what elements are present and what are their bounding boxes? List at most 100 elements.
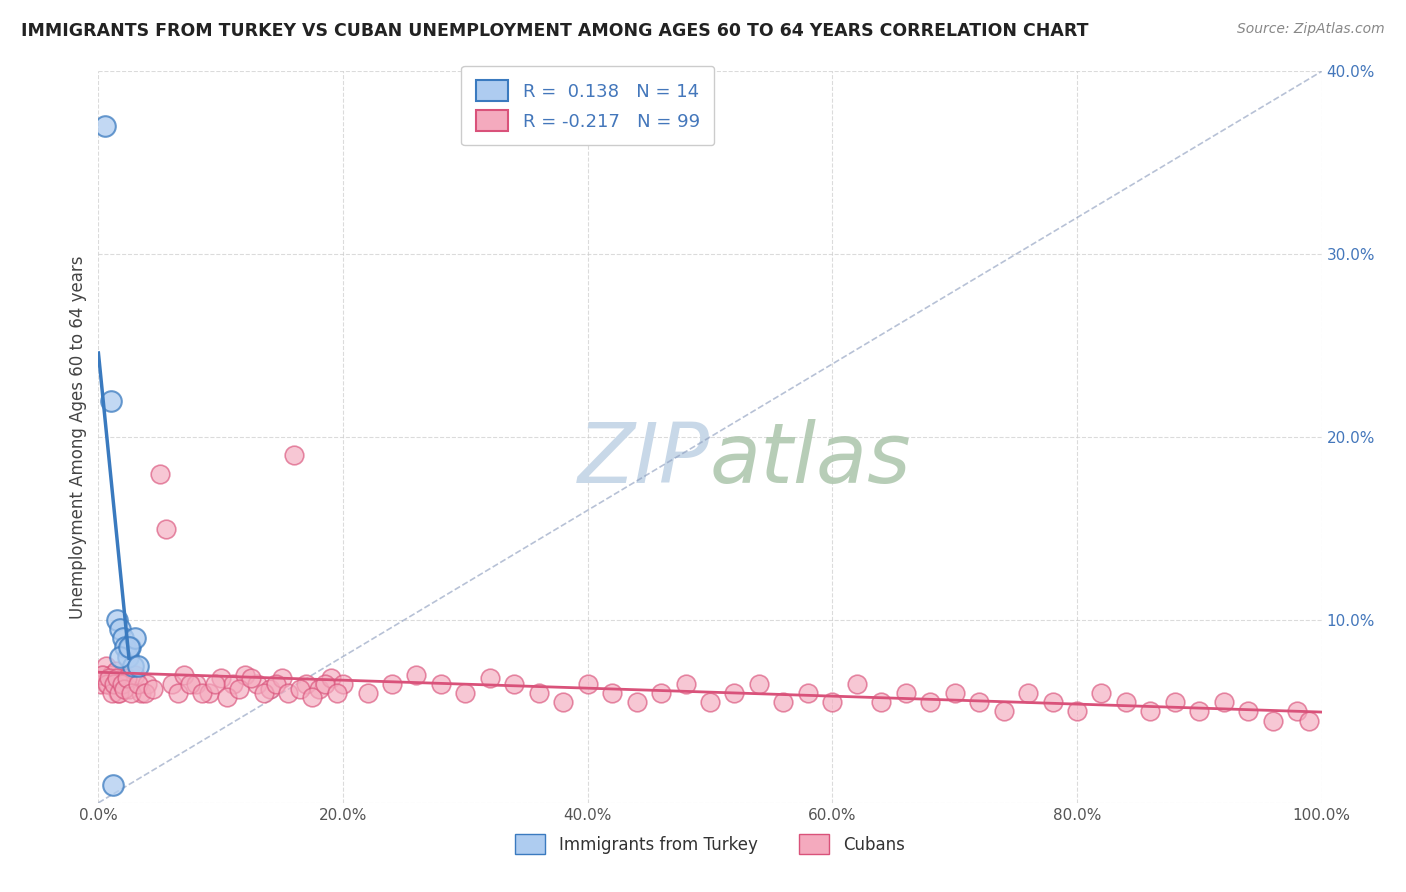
Point [136, 677, 159, 691]
Point [173, 667, 195, 681]
Point [1188, 705, 1211, 719]
Point [270, 672, 294, 686]
Point [149, 467, 172, 481]
Point [1286, 705, 1309, 719]
Point [134, 686, 156, 700]
Point [129, 686, 152, 700]
Point [120, 686, 142, 700]
Point [118, 682, 141, 697]
Point [699, 695, 721, 709]
Point [478, 672, 501, 686]
Point [110, 677, 132, 691]
Point [100, 667, 122, 681]
Point [1164, 695, 1187, 709]
Point [1115, 695, 1137, 709]
Point [356, 686, 378, 700]
Point [197, 686, 219, 700]
Point [101, 672, 124, 686]
Point [626, 695, 648, 709]
Point [503, 677, 526, 691]
Point [308, 682, 330, 697]
Point [120, 640, 142, 655]
Point [993, 705, 1015, 719]
Point [454, 686, 477, 700]
Point [124, 632, 146, 646]
Point [845, 677, 868, 691]
Point [91, 667, 114, 681]
Point [124, 667, 146, 681]
Point [90, 677, 112, 691]
Legend: Immigrants from Turkey, Cubans: Immigrants from Turkey, Cubans [509, 828, 911, 860]
Point [107, 686, 129, 700]
Point [430, 677, 453, 691]
Point [870, 695, 893, 709]
Point [101, 778, 124, 792]
Point [105, 672, 128, 686]
Point [772, 695, 794, 709]
Point [222, 677, 245, 691]
Point [675, 677, 697, 691]
Point [1066, 705, 1088, 719]
Point [314, 677, 336, 691]
Point [332, 677, 354, 691]
Text: Source: ZipAtlas.com: Source: ZipAtlas.com [1237, 22, 1385, 37]
Point [576, 677, 599, 691]
Point [215, 690, 238, 704]
Point [1042, 695, 1064, 709]
Point [91, 667, 114, 681]
Point [111, 632, 134, 646]
Point [103, 677, 125, 691]
Point [204, 677, 226, 691]
Point [821, 695, 844, 709]
Point [121, 658, 143, 673]
Point [142, 682, 165, 697]
Point [553, 695, 575, 709]
Point [155, 521, 177, 535]
Point [97, 677, 120, 691]
Point [127, 677, 149, 691]
Point [527, 686, 550, 700]
Point [264, 677, 287, 691]
Point [111, 672, 134, 686]
Point [748, 677, 770, 691]
Y-axis label: Unemployment Among Ages 60 to 64 years: Unemployment Among Ages 60 to 64 years [69, 255, 87, 619]
Point [920, 695, 942, 709]
Point [160, 677, 183, 691]
Point [100, 393, 122, 408]
Point [295, 677, 318, 691]
Point [319, 672, 342, 686]
Text: atlas: atlas [710, 418, 911, 500]
Point [1212, 695, 1234, 709]
Point [723, 686, 745, 700]
Point [117, 649, 139, 664]
Point [943, 686, 966, 700]
Point [326, 686, 349, 700]
Point [381, 677, 404, 691]
Text: ZIP: ZIP [578, 418, 710, 500]
Point [283, 448, 305, 462]
Point [228, 682, 250, 697]
Point [967, 695, 990, 709]
Point [101, 686, 124, 700]
Text: IMMIGRANTS FROM TURKEY VS CUBAN UNEMPLOYMENT AMONG AGES 60 TO 64 YEARS CORRELATI: IMMIGRANTS FROM TURKEY VS CUBAN UNEMPLOY… [21, 22, 1088, 40]
Point [259, 682, 281, 697]
Point [127, 658, 149, 673]
Point [167, 686, 190, 700]
Point [290, 682, 312, 697]
Point [277, 686, 299, 700]
Point [252, 686, 274, 700]
Point [894, 686, 917, 700]
Point [98, 672, 121, 686]
Point [96, 677, 118, 691]
Point [93, 120, 115, 134]
Point [301, 690, 323, 704]
Point [233, 667, 256, 681]
Point [94, 658, 117, 673]
Point [1090, 686, 1112, 700]
Point [1298, 714, 1320, 728]
Point [240, 672, 263, 686]
Point [115, 672, 138, 686]
Point [1017, 686, 1039, 700]
Point [1261, 714, 1284, 728]
Point [600, 686, 623, 700]
